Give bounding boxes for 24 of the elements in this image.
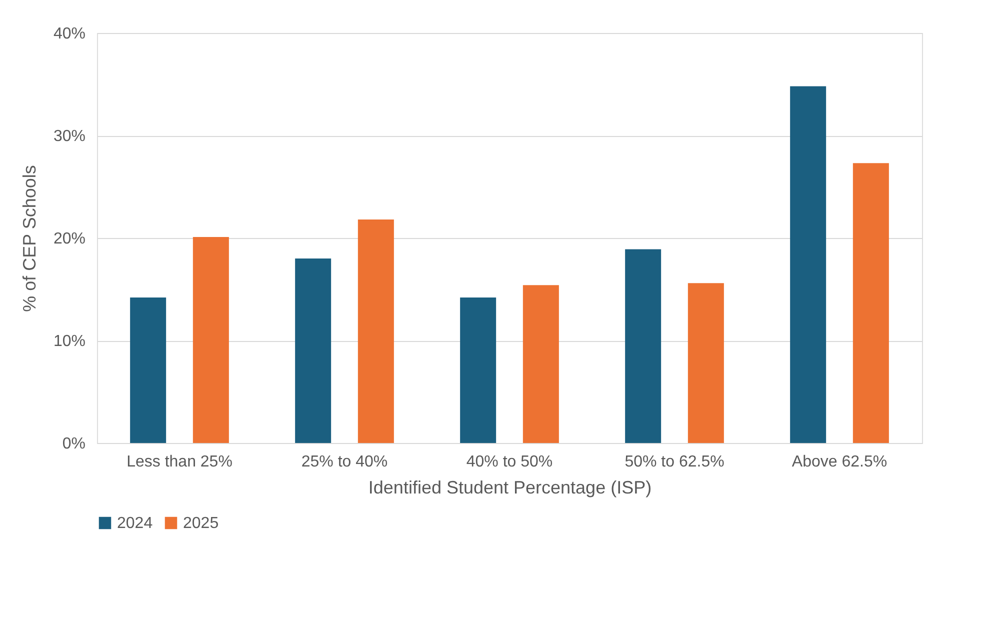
x-tick-label: Above 62.5% [792,454,888,470]
bar [688,283,724,443]
x-tick-label: 40% to 50% [466,454,553,470]
bar [852,163,889,443]
x-tick-label: 25% to 40% [301,454,388,470]
legend-label: 2025 [183,515,219,532]
x-tick-label: Less than 25% [126,454,232,470]
y-tick-label: 40% [53,26,86,42]
legend-label: 2024 [117,515,153,532]
bar [522,285,559,443]
bar [295,258,332,443]
x-axis-title: Identified Student Percentage (ISP) [368,478,652,498]
bar [192,236,229,443]
y-tick-label: 30% [53,128,86,145]
bar [130,297,166,443]
y-tick-label: 0% [62,436,86,452]
bar [625,249,662,443]
y-axis-title: % of CEP Schools [19,165,40,312]
bar [358,220,394,443]
y-tick-label: 10% [53,333,86,350]
bar [460,297,496,443]
bar [790,86,826,443]
x-tick-label: 50% to 62.5% [624,454,724,470]
y-tick-label: 20% [53,230,86,248]
